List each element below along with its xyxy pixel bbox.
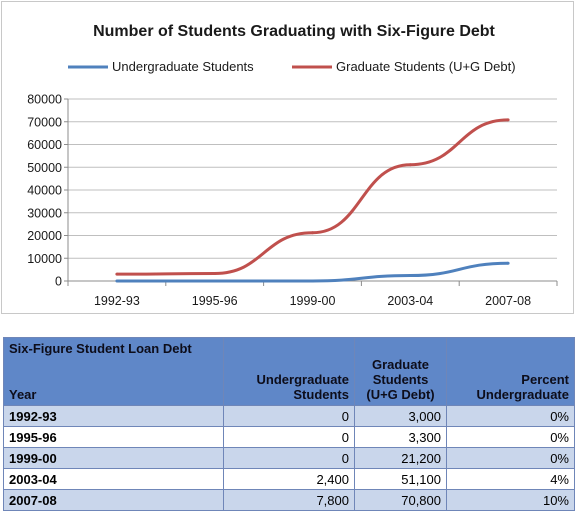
- table-caption: Six-Figure Student Loan Debt: [9, 341, 192, 356]
- x-axis-ticks: 1992-93 1995-96 1999-00 2003-04 2007-08: [67, 281, 558, 308]
- x-tick-label: 2003-04: [387, 294, 433, 308]
- legend-label-undergraduate: Undergraduate Students: [112, 59, 254, 74]
- header-percent: Percent Undergraduate: [446, 337, 575, 406]
- chart-legend: Undergraduate Students Graduate Students …: [68, 59, 516, 74]
- header-year-label: Year: [9, 387, 37, 402]
- line-chart: Number of Students Graduating with Six-F…: [27, 23, 558, 308]
- y-tick-label: 40000: [27, 184, 62, 198]
- x-tick-label: 1992-93: [94, 294, 140, 308]
- header-grad-line3: (U+G Debt): [366, 387, 435, 402]
- data-point-undergraduate: [408, 274, 412, 278]
- table-row: 2003-04 2,400 51,100 4%: [3, 468, 575, 490]
- cell-undergrad: 0: [223, 405, 355, 427]
- data-point-graduate: [311, 231, 314, 235]
- cell-undergrad: 0: [223, 426, 355, 448]
- data-point-graduate: [506, 118, 510, 122]
- y-tick-label: 80000: [27, 93, 62, 107]
- cell-grad: 3,000: [354, 405, 447, 427]
- x-tick-label: 1995-96: [192, 294, 238, 308]
- data-point-undergraduate: [115, 279, 119, 283]
- cell-year: 1999-00: [3, 447, 224, 469]
- chart-panel: Number of Students Graduating with Six-F…: [1, 1, 574, 314]
- y-tick-label: 20000: [27, 229, 62, 243]
- table-row: 2007-08 7,800 70,800 10%: [3, 489, 575, 511]
- data-point-undergraduate: [213, 279, 217, 283]
- y-tick-label: 60000: [27, 138, 62, 152]
- y-tick-label: 0: [55, 275, 62, 289]
- y-tick-label: 70000: [27, 115, 62, 129]
- header-undergrad: Undergraduate Students: [223, 337, 355, 406]
- header-percent-line1: Percent: [521, 372, 569, 387]
- cell-undergrad: 7,800: [223, 489, 355, 511]
- data-point-undergraduate: [311, 279, 314, 283]
- cell-grad: 3,300: [354, 426, 447, 448]
- data-point-undergraduate: [506, 261, 510, 265]
- cell-year: 2007-08: [3, 489, 224, 511]
- header-undergrad-line1: Undergraduate: [256, 372, 349, 387]
- cell-grad: 21,200: [354, 447, 447, 469]
- cell-percent: 0%: [446, 447, 575, 469]
- table-row: 1999-00 0 21,200 0%: [3, 447, 575, 469]
- y-tick-label: 30000: [27, 206, 62, 220]
- legend-label-graduate: Graduate Students (U+G Debt): [336, 59, 516, 74]
- cell-grad: 51,100: [354, 468, 447, 490]
- series-line-graduate: [116, 118, 509, 276]
- header-grad-line2: Students: [372, 372, 429, 387]
- y-tick-label: 50000: [27, 161, 62, 175]
- cell-year: 1992-93: [3, 405, 224, 427]
- data-point-graduate: [115, 272, 119, 276]
- table-row: 1995-96 0 3,300 0%: [3, 426, 575, 448]
- cell-year: 2003-04: [3, 468, 224, 490]
- header-percent-line2: Undergraduate: [476, 387, 569, 402]
- chart-title: Number of Students Graduating with Six-F…: [93, 23, 495, 40]
- y-axis-ticks: 0 10000 20000 30000 40000 50000 60000 70000 8000…: [27, 93, 68, 289]
- header-undergrad-line2: Students: [293, 387, 349, 402]
- cell-undergrad: 2,400: [223, 468, 355, 490]
- cell-percent: 0%: [446, 405, 575, 427]
- cell-percent: 0%: [446, 426, 575, 448]
- cell-undergrad: 0: [223, 447, 355, 469]
- header-year: Six-Figure Student Loan Debt Year: [3, 337, 224, 406]
- cell-grad: 70,800: [354, 489, 447, 511]
- data-point-graduate: [408, 163, 412, 167]
- debt-table-container: Six-Figure Student Loan Debt Year Underg…: [3, 337, 575, 511]
- table-row: 1992-93 0 3,000 0%: [3, 405, 575, 427]
- chart-series: [115, 118, 510, 283]
- cell-year: 1995-96: [3, 426, 224, 448]
- x-tick-label: 1999-00: [290, 294, 336, 308]
- debt-table: Six-Figure Student Loan Debt Year Underg…: [3, 337, 575, 511]
- cell-percent: 10%: [446, 489, 575, 511]
- table-header-row: Six-Figure Student Loan Debt Year Underg…: [3, 337, 575, 406]
- x-tick-label: 2007-08: [485, 294, 531, 308]
- cell-percent: 4%: [446, 468, 575, 490]
- header-grad: Graduate Students (U+G Debt): [354, 337, 447, 406]
- data-point-graduate: [213, 271, 217, 275]
- series-line-undergraduate: [116, 261, 509, 283]
- y-tick-label: 10000: [27, 252, 62, 266]
- header-grad-line1: Graduate: [371, 357, 430, 372]
